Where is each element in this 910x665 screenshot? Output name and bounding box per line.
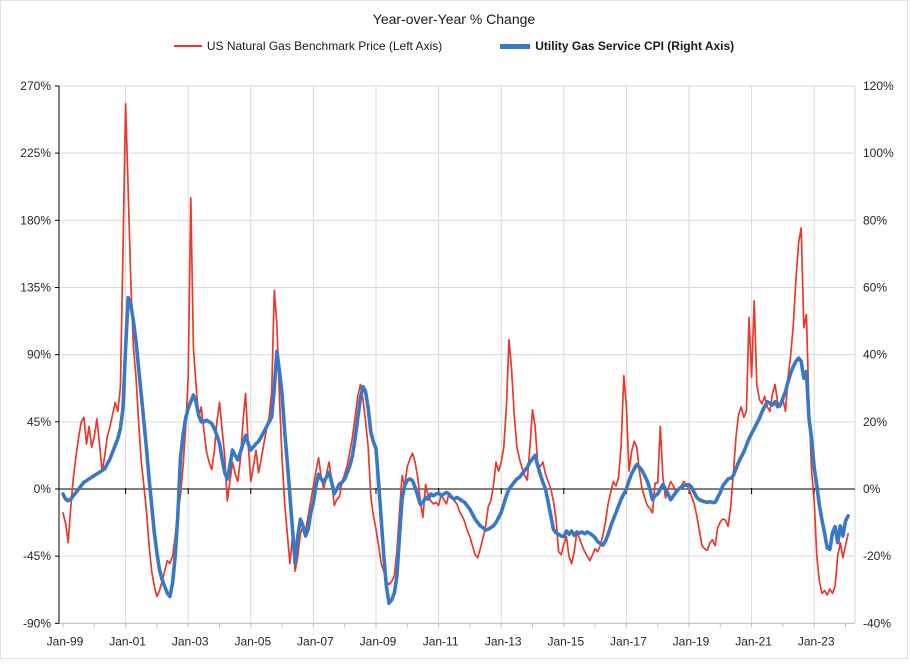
left-axis-tick-label: 135% bbox=[20, 280, 51, 294]
x-axis-tick-label: Jan-21 bbox=[735, 634, 772, 648]
x-axis-tick-label: Jan-05 bbox=[234, 634, 271, 648]
left-axis-tick-label: 270% bbox=[20, 79, 51, 93]
right-axis-tick-label: 40% bbox=[863, 348, 887, 362]
x-axis-tick-label: Jan-09 bbox=[360, 634, 397, 648]
right-axis-tick-label: 20% bbox=[863, 415, 887, 429]
left-axis-tick-label: 0% bbox=[34, 482, 52, 496]
legend-item-cpi: Utility Gas Service CPI (Right Axis) bbox=[500, 39, 734, 53]
right-axis-tick-label: 100% bbox=[863, 146, 894, 160]
x-axis-tick-label: Jan-15 bbox=[547, 634, 584, 648]
right-axis-tick-label: 60% bbox=[863, 280, 887, 294]
x-axis-tick-label: Jan-11 bbox=[423, 634, 459, 648]
blue-line-marker-icon bbox=[500, 43, 531, 49]
x-axis-tick-label: Jan-19 bbox=[673, 634, 710, 648]
x-axis-tick-label: Jan-01 bbox=[109, 634, 146, 648]
x-axis-tick-label: Jan-13 bbox=[485, 634, 522, 648]
legend-item-gas-price: US Natural Gas Benchmark Price (Left Axi… bbox=[173, 39, 443, 53]
left-axis-tick-label: 225% bbox=[20, 146, 51, 160]
left-axis-tick-label: 45% bbox=[27, 415, 51, 429]
left-axis-tick-label: 90% bbox=[27, 348, 51, 362]
cpi-series-line bbox=[61, 295, 850, 606]
legend-label-gas-price: US Natural Gas Benchmark Price (Left Axi… bbox=[206, 39, 443, 53]
x-axis-tick-label: Jan-99 bbox=[47, 634, 84, 648]
x-axis-tick-label: Jan-03 bbox=[172, 634, 209, 648]
right-axis-tick-label: -20% bbox=[863, 549, 891, 563]
left-axis-tick-label: -45% bbox=[23, 549, 51, 563]
left-axis-tick-label: -90% bbox=[23, 616, 51, 630]
legend: US Natural Gas Benchmark Price (Left Axi… bbox=[1, 39, 907, 53]
red-line-marker-icon bbox=[173, 45, 202, 47]
legend-label-cpi: Utility Gas Service CPI (Right Axis) bbox=[535, 39, 735, 53]
right-axis-tick-label: 80% bbox=[863, 213, 887, 227]
left-axis-tick-label: 180% bbox=[20, 213, 51, 227]
x-axis-tick-label: Jan-23 bbox=[798, 634, 835, 648]
x-axis-tick-label: Jan-07 bbox=[297, 634, 334, 648]
right-axis-tick-label: 120% bbox=[863, 79, 894, 93]
gas-price-series-line bbox=[62, 103, 849, 598]
chart-title: Year-over-Year % Change bbox=[372, 11, 536, 27]
x-axis-tick-label: Jan-17 bbox=[610, 634, 647, 648]
right-axis-tick-label: -40% bbox=[863, 616, 891, 630]
right-axis-tick-label: 0% bbox=[863, 482, 881, 496]
